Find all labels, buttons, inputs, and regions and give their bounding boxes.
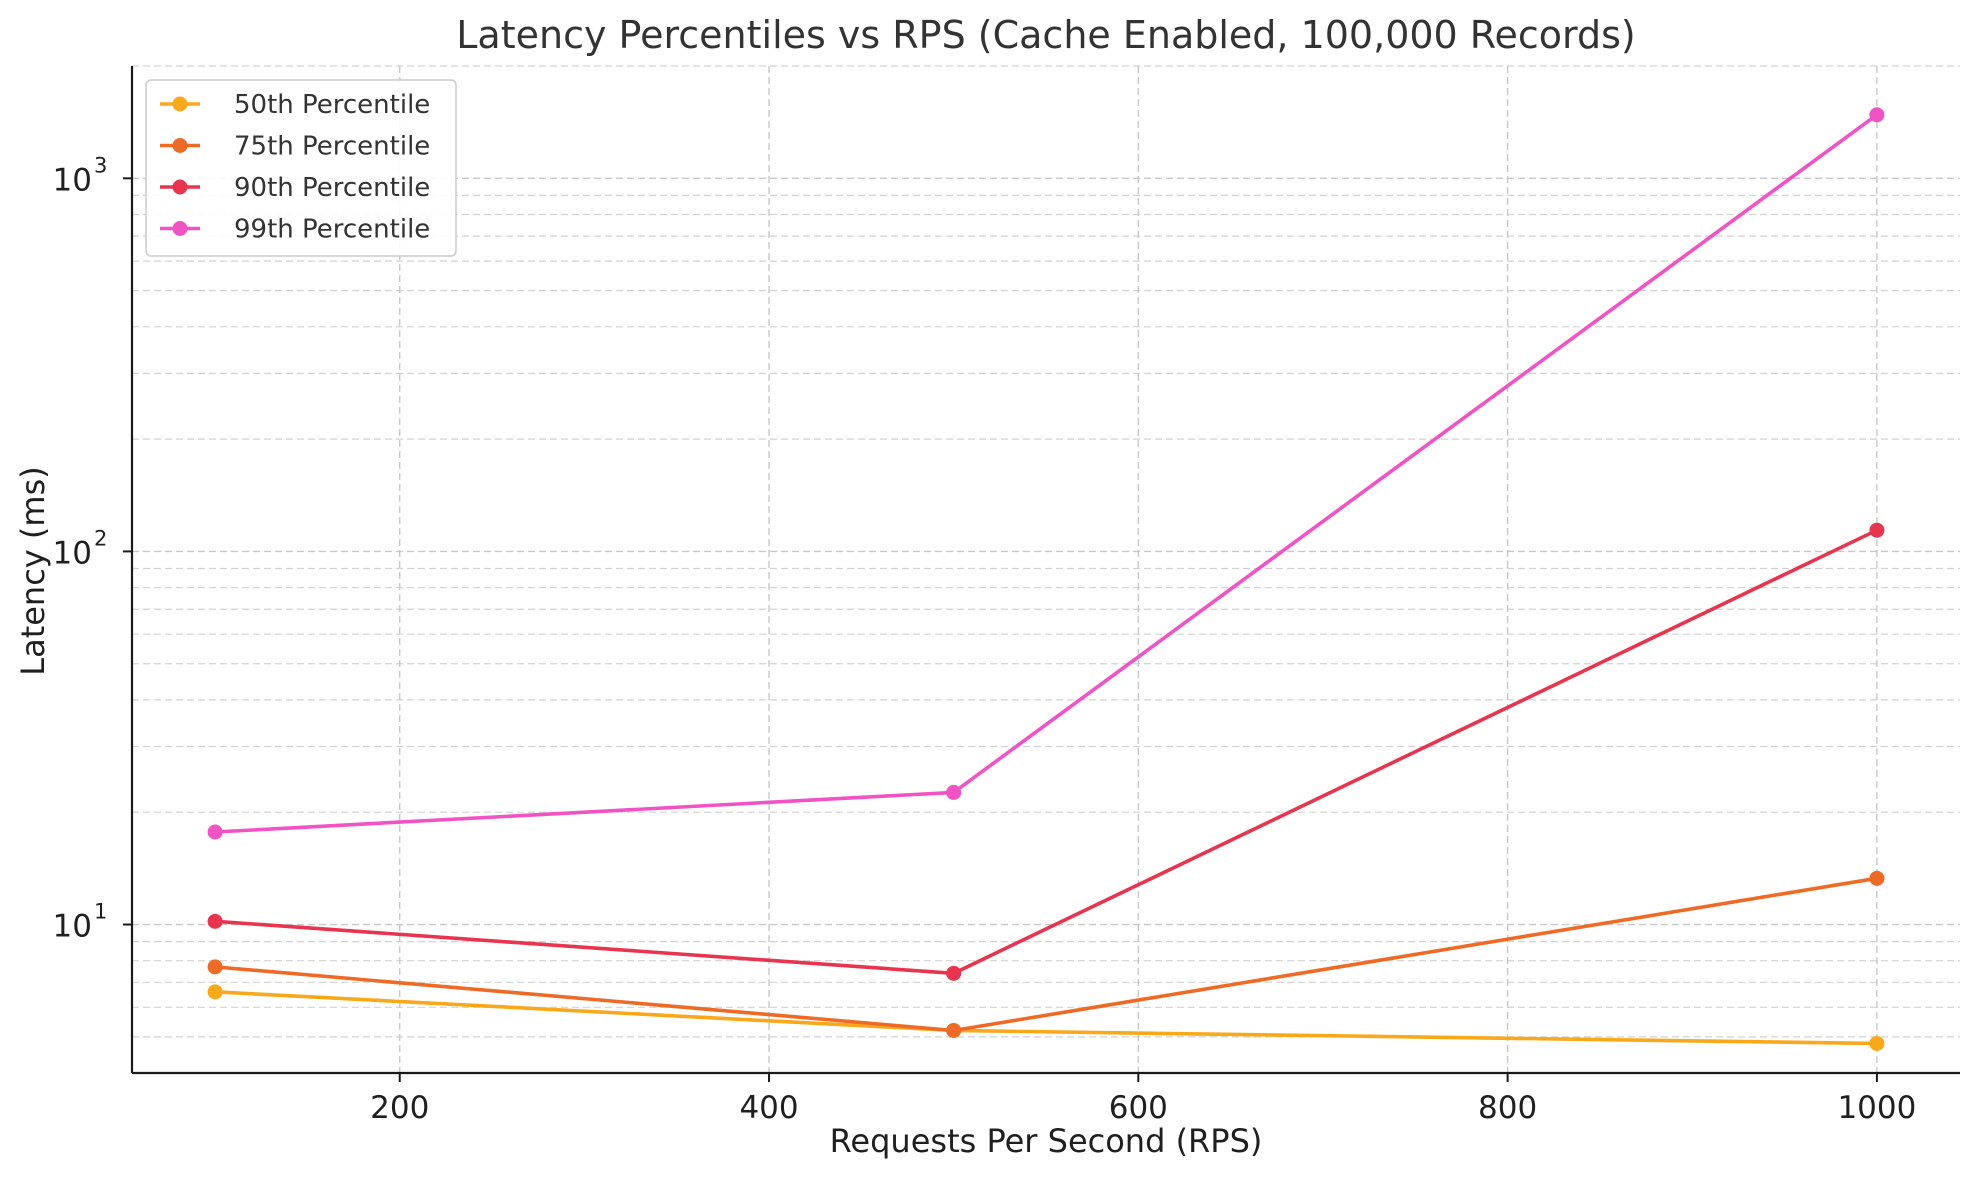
series-group [207, 522, 1885, 981]
series-group [207, 984, 1885, 1051]
y-tick-label: 10 [53, 535, 92, 571]
data-point [1869, 1035, 1885, 1051]
data-point [946, 1022, 962, 1038]
legend-swatch-marker [172, 221, 188, 236]
series-line [214, 528, 1878, 976]
legend-entry-label: 90th Percentile [234, 173, 430, 203]
legend-entry-label: 75th Percentile [234, 132, 430, 162]
data-point [946, 965, 962, 981]
y-axis-label: Latency (ms) [14, 466, 52, 675]
data-point [1869, 870, 1885, 886]
chart-title: Latency Percentiles vs RPS (Cache Enable… [456, 13, 1635, 57]
y-tick-exponent: 1 [94, 900, 107, 924]
legend-entry-label: 99th Percentile [234, 215, 430, 245]
series-layer [207, 107, 1885, 1051]
y-tick-exponent: 3 [94, 153, 107, 177]
x-tick-label: 800 [1478, 1090, 1537, 1126]
data-point [207, 984, 223, 1000]
series-line [214, 113, 1878, 834]
legend-box [145, 79, 457, 257]
series-line [214, 990, 1877, 1046]
legend-swatch-marker [172, 179, 188, 195]
x-axis-label: Requests Per Second (RPS) [830, 1122, 1263, 1160]
data-point [207, 824, 223, 840]
x-tick-label: 200 [370, 1090, 429, 1126]
legend-swatch-marker [172, 138, 188, 153]
x-tick-label: 1000 [1837, 1090, 1916, 1126]
legend: 50th Percentile 75th Percentile 90th Perce… [145, 79, 457, 257]
data-point [1869, 107, 1885, 123]
y-tick-label: 10 [53, 909, 92, 945]
x-tick-label: 600 [1109, 1090, 1168, 1126]
data-point [946, 784, 962, 800]
series-group [207, 870, 1885, 1038]
data-point [207, 959, 223, 975]
series-group [207, 107, 1885, 840]
data-point [207, 913, 223, 929]
y-tick-label: 10 [53, 162, 92, 198]
legend-entry-label: 50th Percentile [234, 90, 430, 120]
legend-swatch-marker [172, 96, 188, 112]
y-tick-exponent: 2 [94, 526, 107, 550]
data-point [1869, 522, 1885, 538]
x-tick-label: 400 [739, 1090, 798, 1126]
